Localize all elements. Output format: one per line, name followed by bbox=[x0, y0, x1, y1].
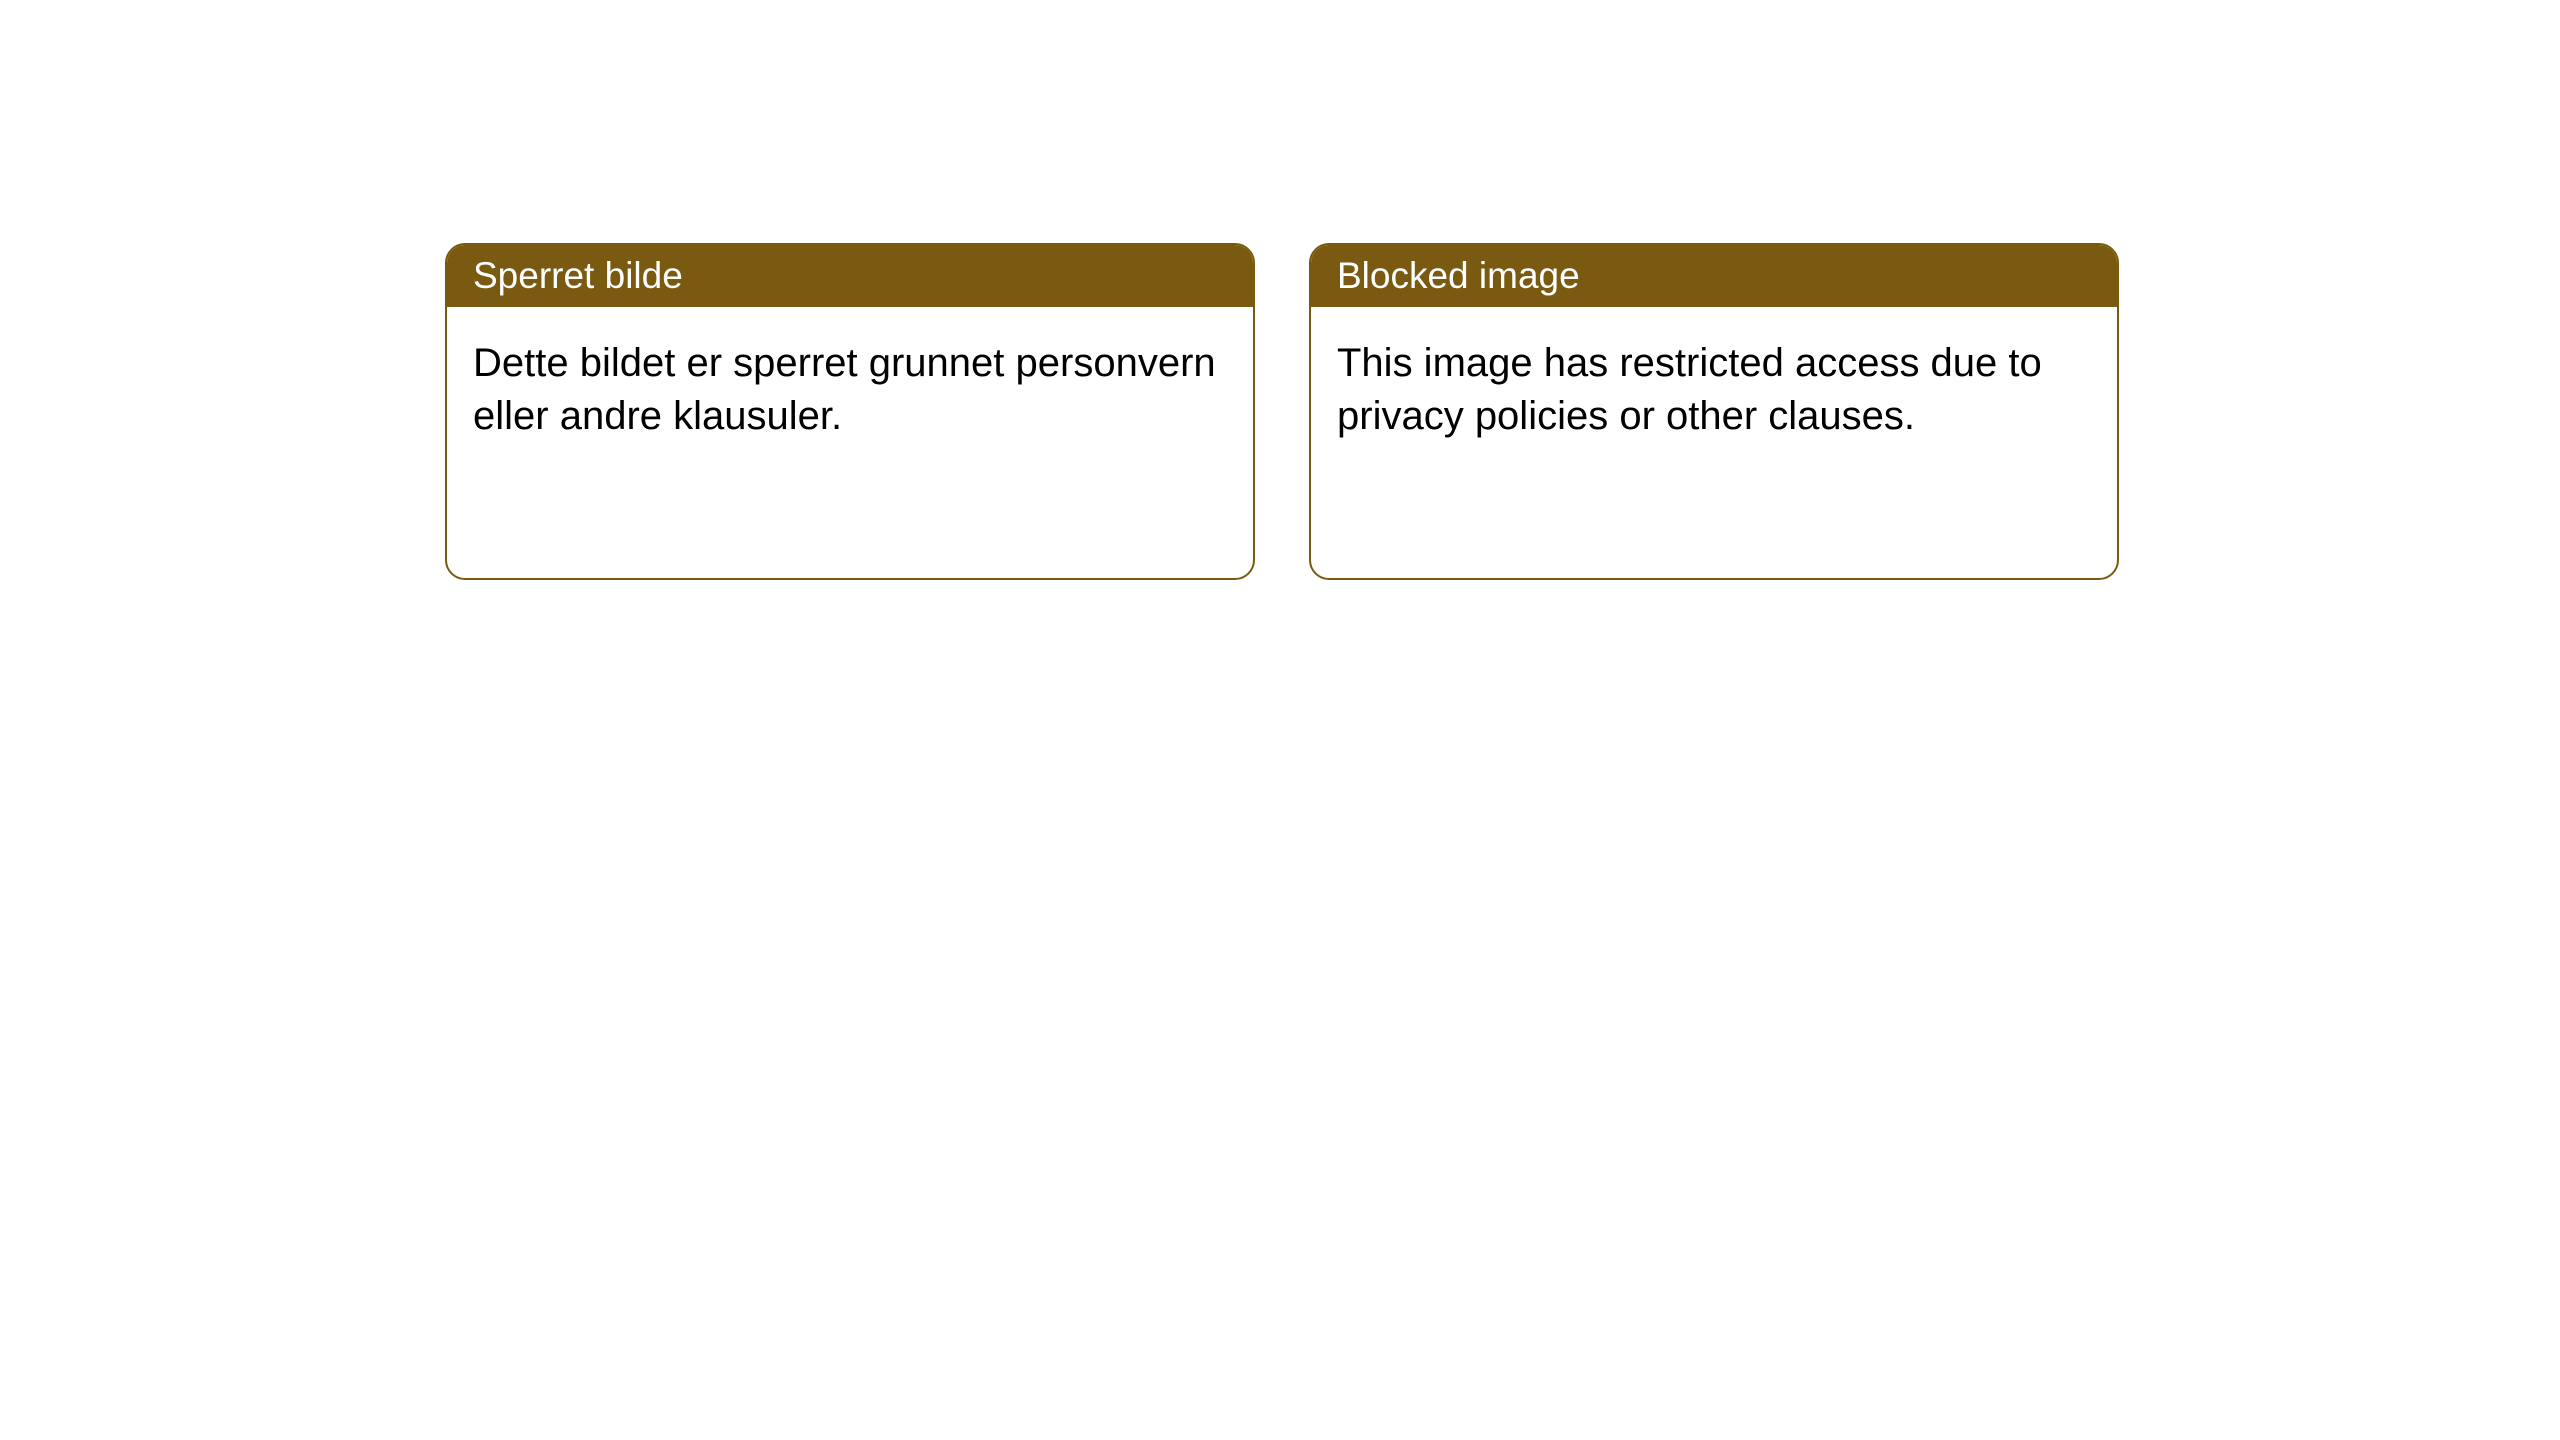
notice-card-english: Blocked image This image has restricted … bbox=[1309, 243, 2119, 580]
card-body-norwegian: Dette bildet er sperret grunnet personve… bbox=[447, 307, 1253, 473]
notice-container: Sperret bilde Dette bildet er sperret gr… bbox=[445, 243, 2119, 580]
card-header-norwegian: Sperret bilde bbox=[447, 245, 1253, 307]
notice-card-norwegian: Sperret bilde Dette bildet er sperret gr… bbox=[445, 243, 1255, 580]
card-title-english: Blocked image bbox=[1337, 255, 1580, 296]
card-text-norwegian: Dette bildet er sperret grunnet personve… bbox=[473, 341, 1216, 438]
card-text-english: This image has restricted access due to … bbox=[1337, 341, 2042, 438]
card-title-norwegian: Sperret bilde bbox=[473, 255, 683, 296]
card-body-english: This image has restricted access due to … bbox=[1311, 307, 2117, 473]
card-header-english: Blocked image bbox=[1311, 245, 2117, 307]
